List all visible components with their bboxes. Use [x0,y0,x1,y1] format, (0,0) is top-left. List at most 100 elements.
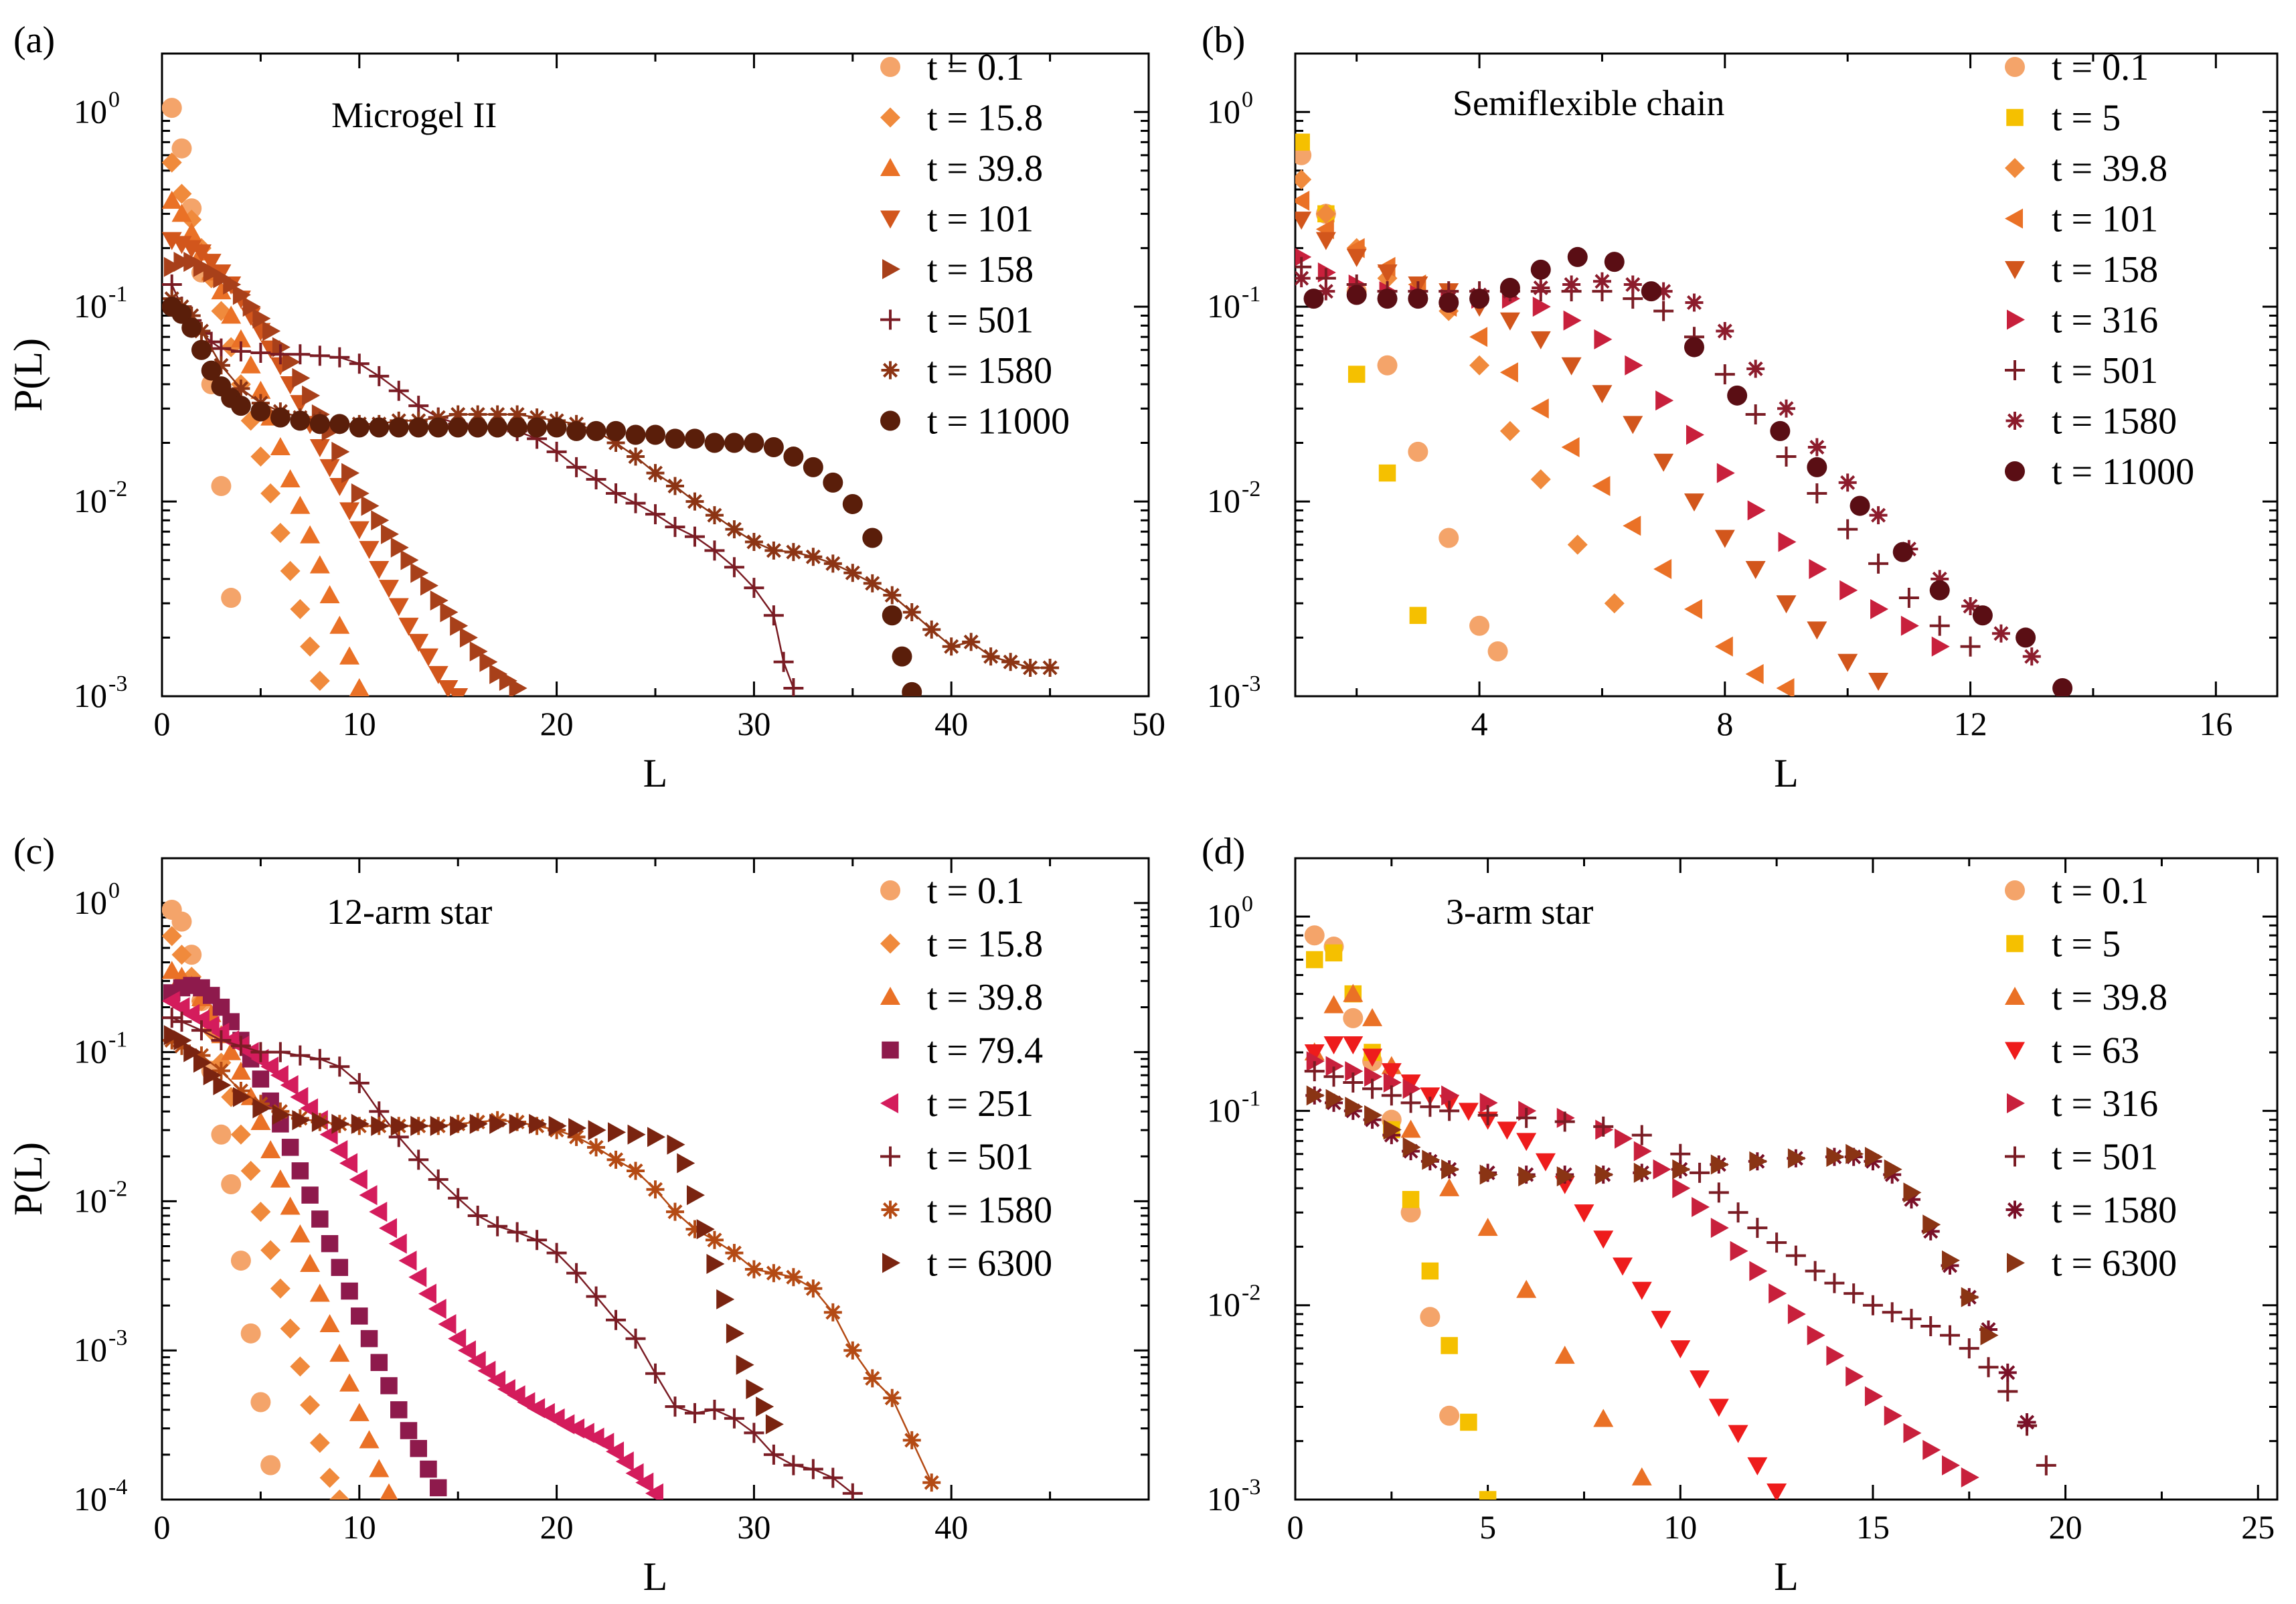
legend-entry: t = 501 [880,1137,1034,1178]
data-point [1654,282,1673,301]
data-point [341,463,360,483]
data-point [1807,438,1826,457]
legend-marker [2007,309,2025,330]
data-point [1530,469,1551,489]
legend-entry: t = 501 [880,300,1034,341]
data-point [1651,1311,1671,1330]
data-point [1574,1204,1594,1223]
data-point [1479,1093,1498,1113]
data-point [1690,1162,1710,1183]
data-point [726,1323,744,1344]
data-point [1362,1048,1383,1067]
data-point [1592,385,1613,404]
data-point [438,1313,457,1334]
data-point [1903,1423,1922,1443]
data-point [270,436,291,455]
data-point [192,1046,211,1065]
data-point [311,1112,330,1133]
data-point [1633,1162,1652,1183]
data-point [1746,359,1765,378]
data-point [1497,1121,1518,1140]
legend-label: t = 158 [2052,249,2158,291]
data-point [1846,1143,1864,1164]
data-point [430,590,448,611]
data-point [331,1259,349,1277]
y-tick-exponent: -1 [108,282,127,307]
x-axis-label: L [643,751,668,795]
data-point [212,998,230,1016]
data-point [311,1210,329,1228]
data-point [1615,1128,1633,1149]
data-point [1499,277,1520,298]
data-area [1304,925,2056,1500]
data-point [1306,951,1323,969]
data-point [706,1254,725,1275]
data-point [221,588,242,609]
data-point [1692,1197,1710,1218]
data-point [1892,542,1913,562]
data-point [290,1087,309,1107]
data-point [645,1483,663,1500]
data-point [784,543,803,562]
data-point [429,1479,447,1497]
y-tick-label: 10 [74,677,107,714]
data-point [1295,169,1312,190]
data-point [193,256,212,277]
data-point [1931,570,1949,588]
data-point [1972,605,1993,626]
data-point [1623,416,1643,434]
data-point [1708,1182,1729,1203]
data-point [1325,1056,1344,1076]
data-point [764,1264,783,1283]
data-point [1837,519,1858,540]
data-point [1728,1202,1748,1223]
data-point [1653,453,1674,472]
data-point [380,1483,398,1500]
legend-marker [2005,360,2025,380]
data-point [1902,1190,1920,1209]
data-point [1708,1398,1729,1417]
data-point [420,575,438,596]
data-point [1593,1116,1614,1137]
data-point [1378,464,1396,482]
data-point [1898,588,1919,609]
data-point [1554,1111,1575,1132]
data-point [1362,1008,1383,1026]
data-point [230,1061,251,1080]
data-point [704,540,725,561]
data-point [784,1268,803,1287]
legend-marker [882,259,900,279]
data-point [645,424,665,445]
data-point [260,483,281,504]
x-tick-label: 10 [343,705,376,742]
data-point [270,1278,291,1299]
data-point [684,526,705,547]
legend-entry: t = 5 [2006,98,2121,139]
data-point [1323,995,1344,1014]
data-point [1929,580,1950,600]
data-point [351,483,370,504]
data-point [1377,355,1398,376]
data-point [1868,553,1889,574]
data-point [438,679,459,696]
data-point [291,1162,309,1180]
panel-title: 3-arm star [1446,892,1593,932]
data-point [230,1036,251,1056]
legend-label: t = 501 [2052,1137,2158,1178]
data-point [1469,615,1490,636]
data-point [1402,1078,1421,1099]
data-point [450,1115,469,1136]
data-point [292,368,311,388]
data-point [1684,493,1704,512]
data-point [1826,1147,1845,1168]
legend-entry: t = 11000 [880,401,1070,443]
data-point [1922,1439,1941,1460]
data-point [240,355,261,374]
data-point [1805,1261,1825,1281]
data-point [410,1115,429,1136]
data-point [213,268,232,289]
legend-label: t = 158 [927,249,1034,291]
data-point [260,1140,281,1159]
